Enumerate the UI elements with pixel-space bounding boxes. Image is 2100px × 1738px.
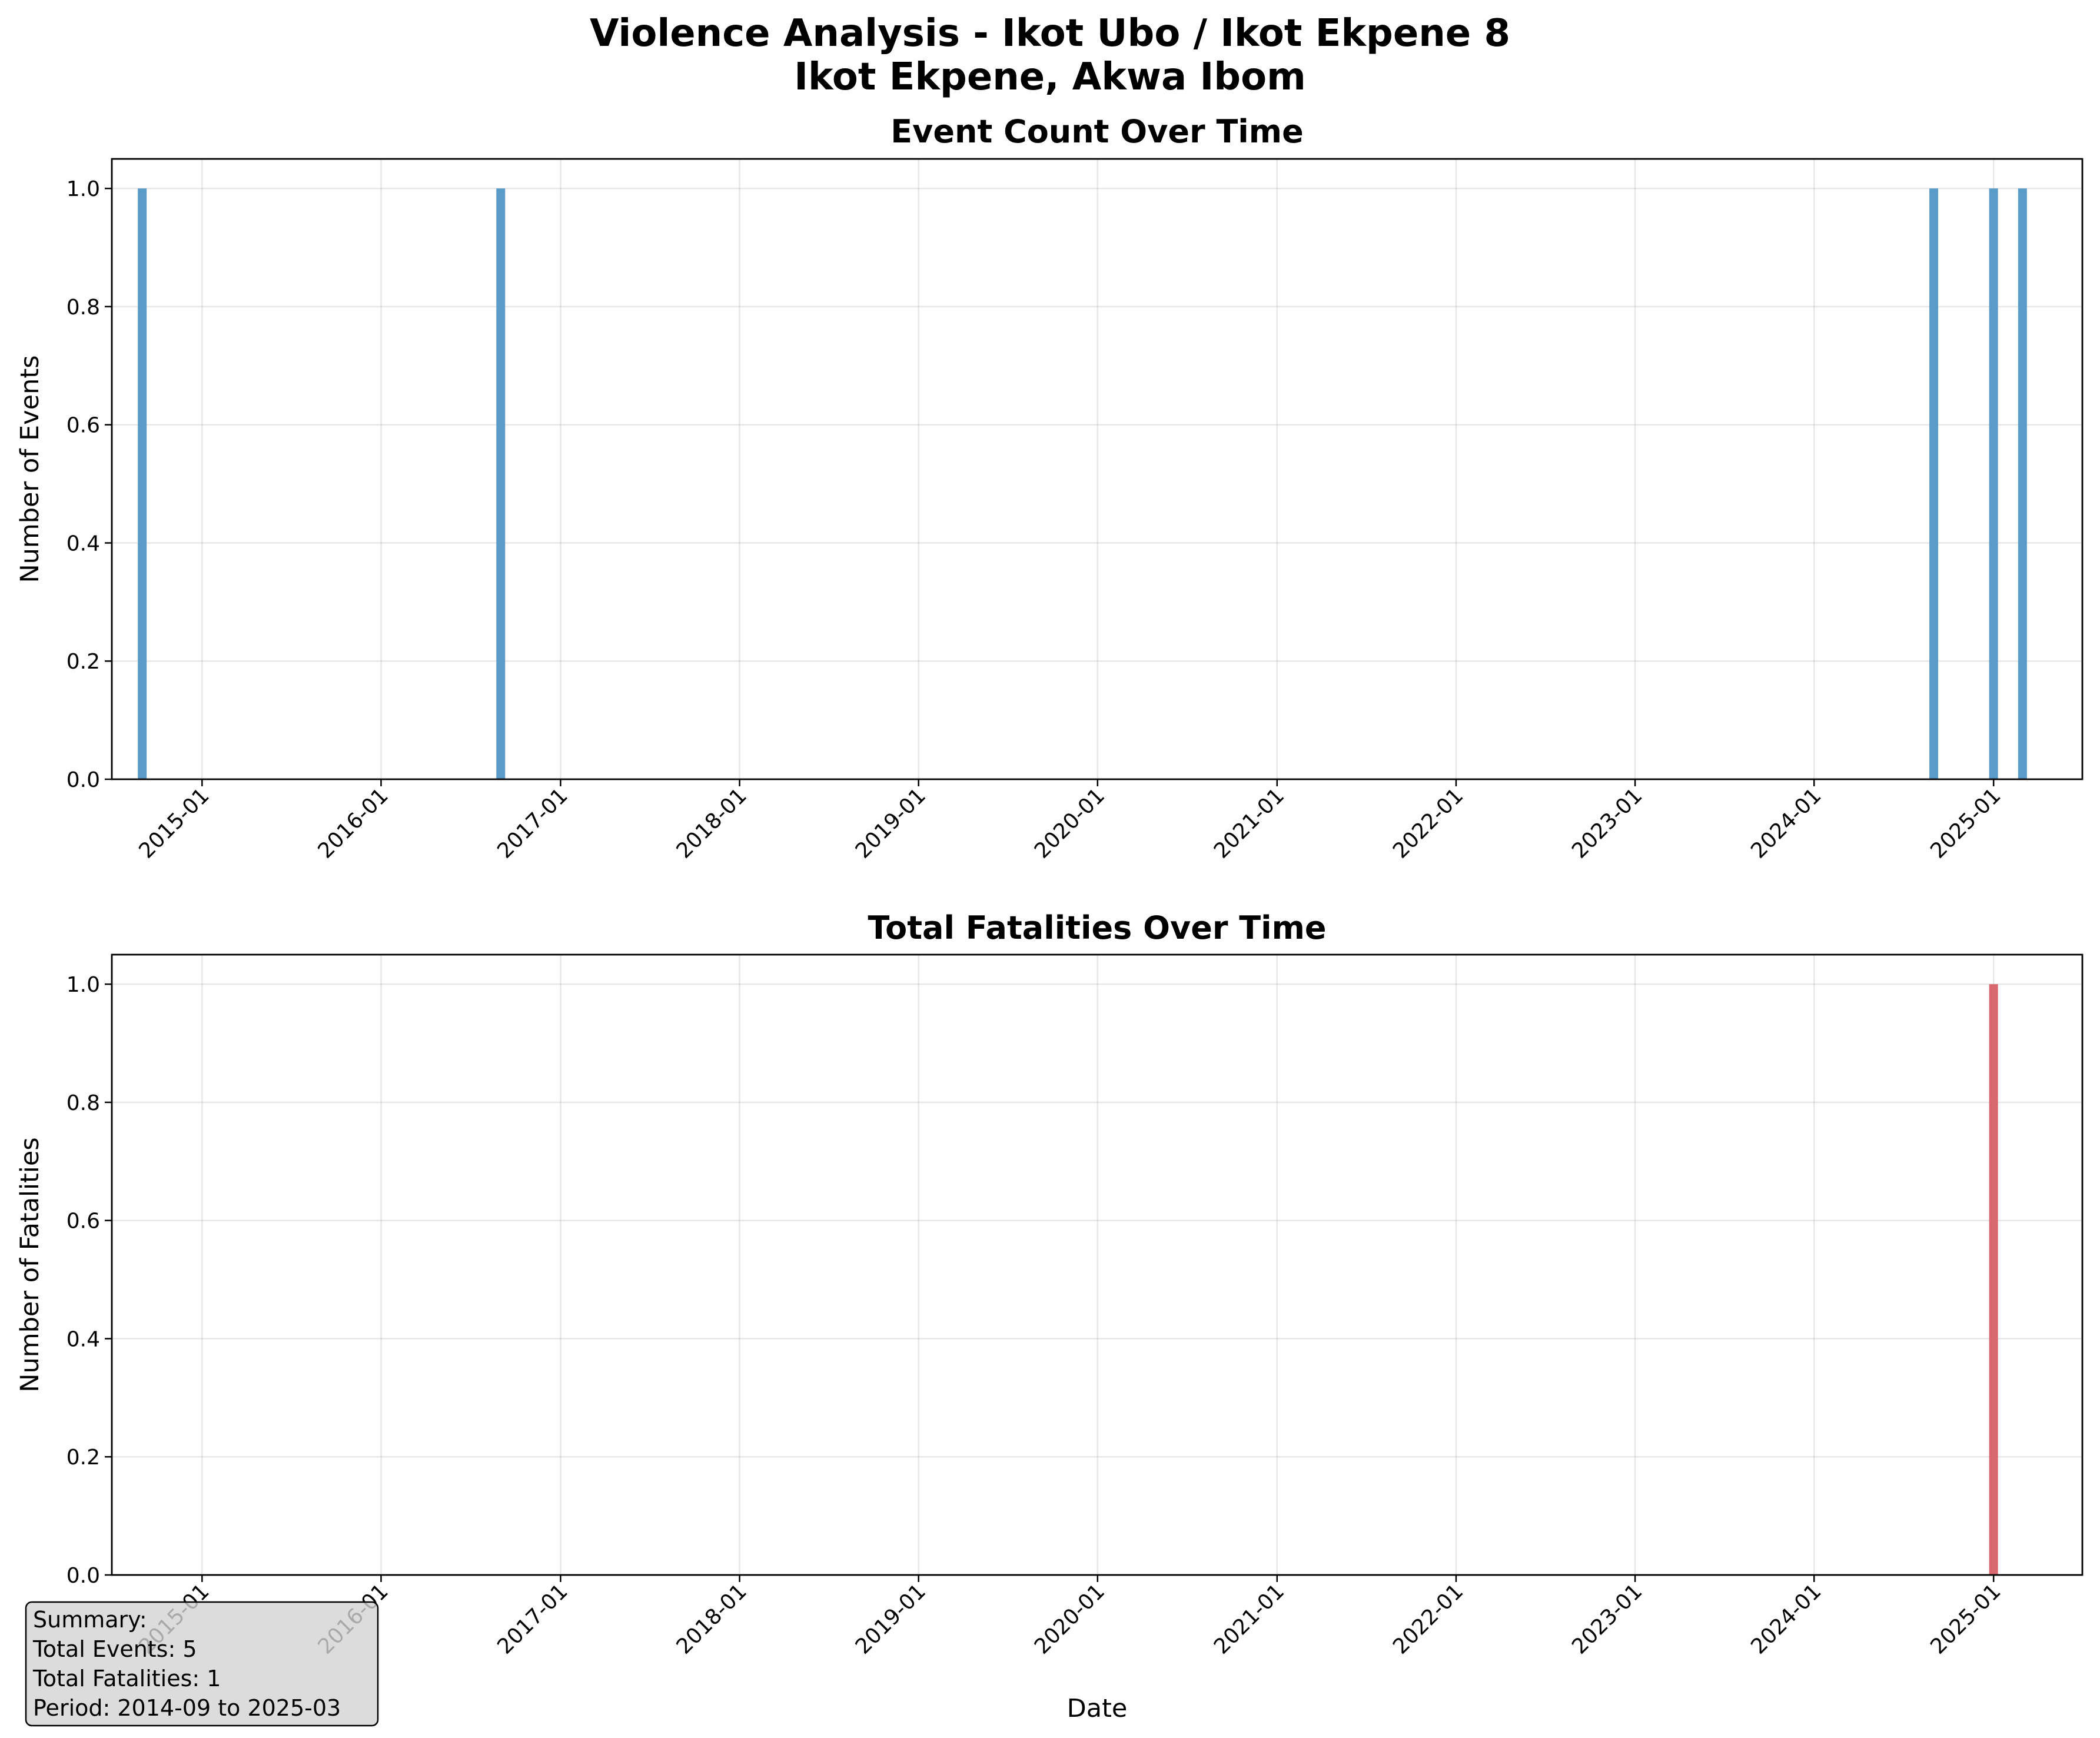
summary-period: Period: 2014-09 to 2025-03 [33, 1695, 341, 1721]
fatalities-y-axis: 0.0 0.2 0.4 0.6 0.8 1.0 [67, 973, 112, 1588]
summary-box-background [25, 1601, 379, 1727]
summary-total-events: Total Events: 5 [32, 1636, 197, 1662]
event-count-bar [1989, 188, 1998, 779]
fatalities-xlabel: Date [1067, 1694, 1128, 1723]
fatalities-title: Total Fatalities Over Time [868, 909, 1326, 946]
fatalities-ytick-label: 0.2 [67, 1445, 100, 1470]
fatalities-ytick-label: 0.4 [67, 1327, 100, 1351]
fatalities-ytick-label: 0.8 [67, 1091, 100, 1115]
fatalities-bar [1989, 984, 1998, 1575]
figure-title-line2: Ikot Ekpene, Akwa Ibom [794, 55, 1306, 99]
event-count-bar [1929, 188, 1939, 779]
event-count-ytick-label: 0.8 [67, 295, 100, 320]
event-count-ytick-label: 1.0 [67, 177, 100, 201]
event-count-bars [138, 188, 2027, 779]
event-count-ylabel: Number of Events [15, 355, 45, 583]
event-count-bar [2018, 188, 2027, 779]
event-count-ytick-label: 0.6 [67, 414, 100, 438]
fatalities-bars [1989, 984, 1998, 1575]
event-count-bar [138, 188, 147, 779]
fatalities-ytick-label: 0.0 [67, 1564, 100, 1588]
fatalities-ylabel: Number of Fatalities [15, 1137, 45, 1392]
event-count-bar [496, 188, 506, 779]
summary-heading: Summary: [33, 1607, 147, 1633]
event-count-y-axis: 0.0 0.2 0.4 0.6 0.8 1.0 [67, 177, 112, 792]
summary-total-fatalities: Total Fatalities: 1 [32, 1666, 221, 1692]
event-count-ytick-label: 0.4 [67, 531, 100, 556]
event-count-title: Event Count Over Time [890, 113, 1303, 150]
figure-title-line1: Violence Analysis - Ikot Ubo / Ikot Ekpe… [590, 12, 1510, 55]
event-count-ytick-label: 0.2 [67, 650, 100, 674]
fatalities-ytick-label: 1.0 [67, 973, 100, 997]
summary-box: Summary: Total Events: 5 Total Fatalitie… [25, 1601, 379, 1727]
fatalities-ytick-label: 0.6 [67, 1209, 100, 1234]
event-count-ytick-label: 0.0 [67, 768, 100, 792]
